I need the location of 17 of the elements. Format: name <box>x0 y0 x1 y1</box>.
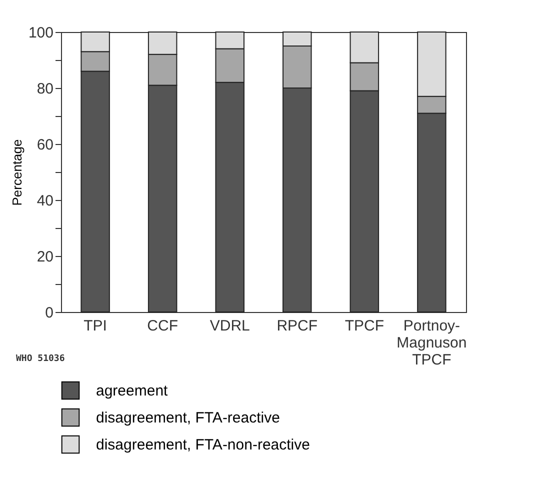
y-tick-label: 60 <box>36 136 54 154</box>
x-tick-label: CCF <box>147 318 178 334</box>
legend-label: disagreement, FTA-reactive <box>96 410 280 426</box>
x-tick-label: RPCF <box>276 318 318 334</box>
y-tick-label: 80 <box>36 80 54 98</box>
y-tick-label: 0 <box>45 304 54 322</box>
y-axis-title: Percentage <box>9 139 24 206</box>
x-tick-label: TPI <box>84 318 107 334</box>
legend-label: disagreement, FTA-non-reactive <box>96 436 310 454</box>
y-tick-label: 100 <box>28 24 54 42</box>
legend-label: agreement <box>96 382 169 400</box>
y-tick-label: 40 <box>36 192 54 210</box>
x-tick-label: Portnoy-Magnuson TPCF <box>396 318 467 368</box>
text: WHO 51036 <box>16 354 65 364</box>
y-tick-label: 20 <box>36 248 54 266</box>
x-tick-label: VDRL <box>210 318 250 334</box>
x-tick-label: TPCF <box>344 318 384 334</box>
